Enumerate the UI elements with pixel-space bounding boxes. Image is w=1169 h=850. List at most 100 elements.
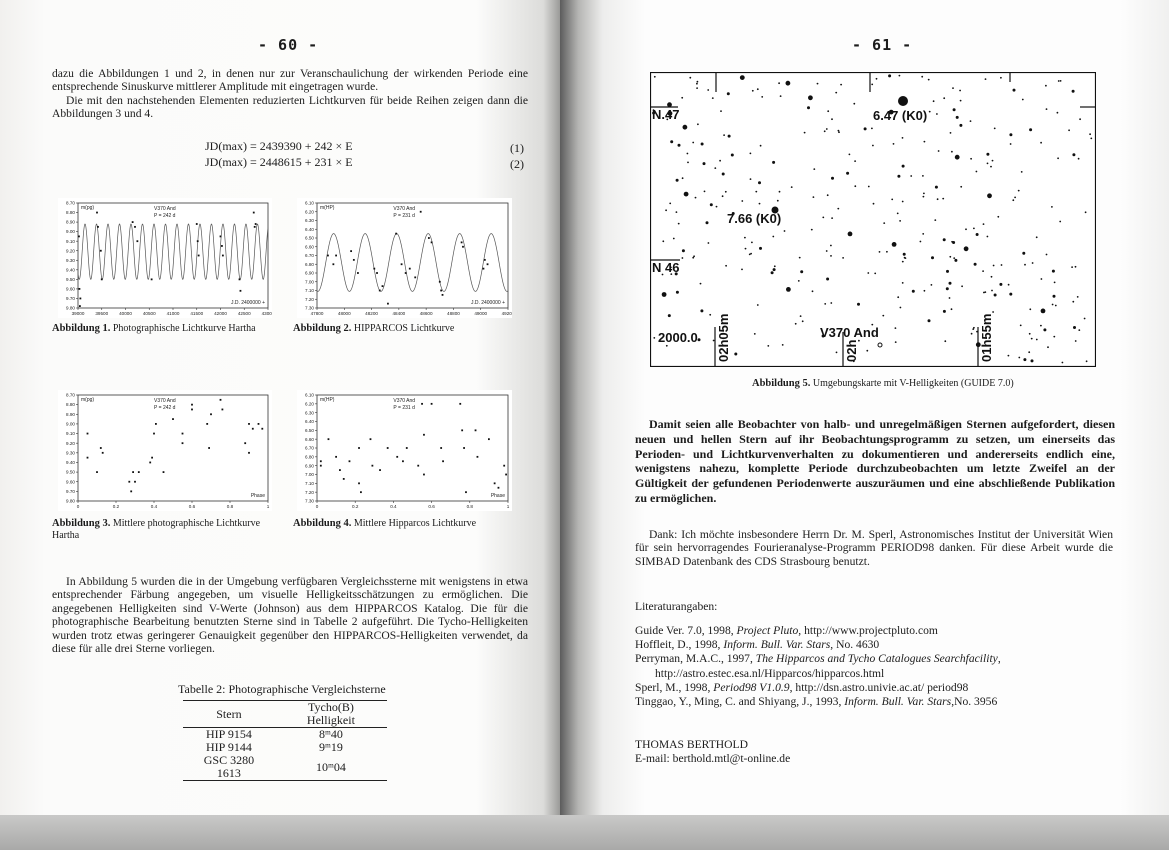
y-tick-label: 9.10 (66, 431, 75, 436)
data-point (483, 258, 486, 261)
figure-4-caption: Abbildung 4. Mittlere Hipparcos Lichtkur… (293, 518, 477, 529)
star (867, 272, 870, 274)
x-tick-label: 48000 (338, 311, 351, 316)
star (949, 255, 952, 258)
star (919, 240, 922, 243)
star (831, 118, 833, 121)
x-tick-label: 0.8 (467, 504, 474, 509)
star (936, 113, 938, 115)
star (922, 175, 924, 177)
data-point (404, 272, 407, 274)
star (1057, 157, 1059, 160)
data-point (402, 460, 404, 463)
star (822, 216, 825, 219)
y-tick-label: 9.50 (66, 470, 75, 475)
star (661, 292, 667, 297)
star (952, 87, 954, 89)
star (730, 153, 734, 157)
star (986, 152, 990, 156)
star (753, 333, 756, 335)
star (854, 160, 856, 162)
star (986, 235, 989, 238)
reference-text: The Hipparcos and Tycho Catalogues Searc… (755, 652, 998, 666)
star (696, 82, 698, 85)
y-tick-label: 8.90 (66, 412, 75, 417)
y-tick-label: 8.80 (66, 210, 75, 215)
data-point (414, 276, 417, 279)
data-point (150, 278, 153, 281)
star (969, 120, 972, 122)
y-tick-label: 6.40 (305, 419, 314, 424)
data-point (503, 464, 506, 467)
table-cell: 8ᵐ40 (318, 727, 343, 741)
star (670, 273, 673, 275)
star (921, 75, 924, 78)
y-tick-label: 7.30 (305, 499, 314, 504)
data-point (427, 237, 430, 239)
star (973, 227, 975, 230)
star (662, 240, 665, 243)
star (842, 257, 844, 259)
star (797, 280, 800, 282)
star (888, 74, 892, 78)
x-tick-label: 40500 (143, 311, 156, 316)
star (932, 100, 935, 103)
star (975, 170, 978, 173)
y-tick-label: 9.60 (66, 479, 75, 484)
star (922, 195, 925, 198)
star (991, 159, 994, 162)
table-cell: 10ᵐ04 (315, 759, 346, 774)
chart-annotation: V370 And (393, 398, 415, 404)
data-point (335, 455, 337, 458)
reference-text: http://astro.estec.esa.nl/Hipparcos/hipp… (655, 666, 885, 680)
star (990, 275, 993, 278)
y-tick-label: 9.30 (66, 258, 75, 263)
y-tick-label: 6.60 (305, 437, 314, 442)
star (975, 233, 979, 236)
table-row: GSC 3280 1613 10ᵐ04 (183, 754, 387, 781)
star (1051, 303, 1054, 306)
data-point (357, 272, 359, 274)
star (672, 237, 675, 240)
y-tick-label: 9.30 (66, 450, 75, 455)
data-point (197, 254, 200, 257)
star (669, 202, 672, 205)
star (1031, 262, 1034, 264)
data-point (430, 241, 433, 244)
star (897, 296, 900, 299)
star (1057, 80, 1060, 82)
reference-text: Perryman, M.A.C., 1997, (635, 652, 756, 666)
star (689, 76, 692, 79)
data-point (465, 491, 467, 494)
table-cell: HIP 9144 (205, 740, 252, 754)
data-point (137, 471, 140, 473)
star (687, 161, 689, 164)
star (896, 212, 899, 215)
star (794, 322, 797, 325)
star (1035, 236, 1038, 239)
star (882, 314, 885, 317)
star (901, 282, 904, 284)
intro-text: dazu die Abbildungen 1 und 2, in denen n… (52, 67, 528, 121)
figure-1-chart: 8.70 8.80 8.90 9.00 9.10 9.20 9.30 9.40 9.50 9.60… (58, 198, 272, 318)
star (750, 252, 752, 255)
x-tick-label: 39500 (95, 311, 108, 316)
star (835, 91, 838, 94)
star (670, 266, 672, 269)
y-tick-label: 8.90 (66, 220, 75, 225)
star (719, 159, 721, 162)
star (1007, 283, 1010, 286)
star (1084, 211, 1087, 214)
star (767, 345, 770, 347)
data-point (350, 250, 353, 253)
star (725, 264, 727, 267)
star (866, 349, 869, 352)
reference-text: , (997, 652, 1001, 666)
star (697, 338, 701, 342)
data-point (252, 211, 255, 214)
star (1019, 324, 1022, 327)
data-point (162, 471, 165, 473)
star (872, 202, 875, 205)
chart-annotation: V370 And (154, 206, 176, 212)
x-tick-label: 42500 (238, 311, 251, 316)
